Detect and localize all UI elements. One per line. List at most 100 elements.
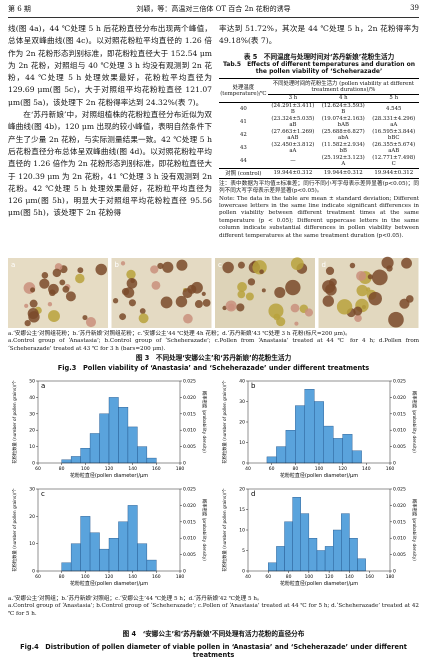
cell: (12.624±3.593) B bbox=[321, 103, 365, 116]
bar bbox=[127, 426, 138, 464]
y2-tick-label: 0.005 bbox=[183, 444, 196, 450]
x-tick-label: 160 bbox=[152, 574, 161, 580]
legend-cn: a.‘安娜公主’对照组；b.‘苏丹新娘’对照组；c.‘安娜公主’44 ℃处理 5… bbox=[8, 596, 263, 602]
pollen-grain bbox=[236, 303, 245, 312]
bar bbox=[276, 546, 285, 572]
pollen-grain bbox=[139, 308, 146, 314]
cell: 19.944±0.312 bbox=[318, 167, 369, 179]
bar bbox=[333, 529, 342, 572]
legend-en: a.Control group of ‘Anastasia’; b.Contro… bbox=[8, 603, 419, 617]
y-tick-label: 30 bbox=[239, 399, 245, 405]
cell: (27.663±1.269) aAB bbox=[271, 129, 315, 142]
y2-tick-label: 0.010 bbox=[393, 428, 406, 434]
bar bbox=[146, 559, 157, 572]
table-row: 43 (32.450±3.812) aA (11.582±2.934) bB (26.… bbox=[219, 142, 419, 155]
pollen-grain bbox=[259, 269, 264, 275]
x-tick-label: 160 bbox=[152, 466, 161, 472]
bar bbox=[308, 538, 318, 572]
pollen-grain bbox=[29, 299, 38, 308]
right-column: 率达到 51.72%，其次是 44 ℃处理 5 h，2n 花粉得率为 49.18… bbox=[219, 23, 419, 240]
pollen-grain bbox=[237, 261, 245, 269]
bar bbox=[351, 450, 362, 464]
panel-label: a bbox=[11, 261, 15, 269]
y2-tick-label: 0.015 bbox=[393, 519, 406, 525]
table-row: 41 (23.324±5.035) aB (19.074±2.163) bAB (28… bbox=[219, 116, 419, 129]
bar bbox=[70, 543, 81, 572]
y-tick-label: 20 bbox=[239, 420, 245, 426]
table-row: 对照 (control) 19.944±0.312 19.944±0.312 19.9… bbox=[219, 167, 419, 179]
pollen-grain bbox=[128, 299, 136, 307]
bar bbox=[89, 433, 100, 464]
pollen-grain bbox=[325, 266, 335, 276]
bar bbox=[304, 389, 315, 464]
pollen-grain bbox=[325, 283, 337, 296]
x-tick-label: 140 bbox=[128, 574, 137, 580]
bar bbox=[137, 446, 148, 464]
pollen-grain bbox=[24, 319, 31, 327]
y-tick-label: 0 bbox=[242, 461, 245, 467]
issue: 第 6 期 bbox=[8, 5, 31, 13]
x-tick-label: 120 bbox=[105, 466, 114, 472]
cell: 41 bbox=[239, 119, 247, 126]
x-tick-label: 60 bbox=[35, 574, 41, 580]
paragraph: 率达到 51.72%，其次是 44 ℃处理 5 h，2n 花粉得率为 49.18… bbox=[219, 24, 419, 46]
table: 处理温度 (temperature)/℃ 不同处理时间的花粉生活力 (pollen… bbox=[219, 77, 419, 179]
pollen-grain bbox=[95, 263, 107, 276]
x-tick-label: 40 bbox=[245, 574, 251, 580]
cell: 19.944±0.312 bbox=[368, 167, 419, 179]
pollen-grain bbox=[126, 278, 138, 289]
cell: 42 bbox=[239, 132, 247, 139]
bar bbox=[99, 413, 110, 464]
x-tick-label: 120 bbox=[105, 574, 114, 580]
y2-tick-label: 0.025 bbox=[183, 379, 196, 385]
table-caption: 表 5 不同温度与处理时间对‘苏丹新娘’花粉生活力 bbox=[243, 52, 395, 61]
y-tick-label: 30 bbox=[29, 411, 35, 417]
legend-cn: a.‘安娜公主’对照组花粉；b.‘苏丹新娘’对照组花粉；c.‘安娜公主’44 ℃… bbox=[8, 331, 351, 337]
x-tick-label: 80 bbox=[286, 574, 292, 580]
y2-tick-label: 0.025 bbox=[183, 487, 196, 493]
y-tick-label: 10 bbox=[239, 528, 245, 534]
panel-label: a bbox=[41, 382, 45, 390]
x-tick-label: 140 bbox=[345, 574, 354, 580]
pollen-grain bbox=[201, 291, 206, 296]
bar bbox=[89, 532, 100, 572]
y2-tick-label: 0 bbox=[393, 569, 396, 575]
th: 3 h bbox=[267, 94, 319, 103]
bar bbox=[314, 401, 324, 464]
x-tick-label: 180 bbox=[176, 574, 185, 580]
y2-axis-label: 概率密度 (probability density) bbox=[201, 391, 208, 453]
pollen-grain bbox=[349, 262, 356, 269]
bar bbox=[323, 425, 334, 464]
pollen-grain bbox=[386, 265, 393, 272]
bar bbox=[61, 562, 72, 572]
pollen-grain bbox=[62, 285, 70, 293]
pollen-grain bbox=[237, 290, 246, 299]
y2-tick-label: 0.020 bbox=[393, 503, 406, 509]
pollen-grain bbox=[138, 313, 149, 324]
bar bbox=[341, 513, 350, 572]
th: 4 h bbox=[318, 94, 369, 103]
y-tick-label: 30 bbox=[29, 487, 35, 493]
y2-tick-label: 0.005 bbox=[393, 552, 406, 558]
y-tick-label: 40 bbox=[239, 379, 245, 385]
x-tick-label: 160 bbox=[365, 574, 374, 580]
y-tick-label: 20 bbox=[29, 514, 35, 520]
th: 不同处理时间的花粉生活力 (pollen viability at differ… bbox=[267, 78, 419, 95]
bar bbox=[333, 438, 343, 464]
bar bbox=[300, 513, 310, 572]
cell: (26.355±5.674) aAB bbox=[372, 142, 416, 155]
pollen-grain bbox=[41, 272, 49, 279]
cell: (32.450±3.812) aA bbox=[271, 142, 315, 155]
cell: 44 bbox=[239, 158, 247, 165]
pollen-grain bbox=[160, 296, 173, 309]
pollen-grain bbox=[82, 315, 88, 321]
y2-axis-label: 概率密度 (probability density) bbox=[201, 499, 208, 561]
pollen-grain bbox=[65, 291, 76, 302]
cell: 对照 (control) bbox=[219, 167, 268, 179]
x-tick-label: 120 bbox=[338, 466, 347, 472]
pollen-grain bbox=[47, 302, 53, 307]
pollen-grain bbox=[388, 311, 404, 328]
bar bbox=[146, 457, 157, 464]
table-caption-en: Tab.5 Effects of different temperatures … bbox=[222, 60, 416, 76]
